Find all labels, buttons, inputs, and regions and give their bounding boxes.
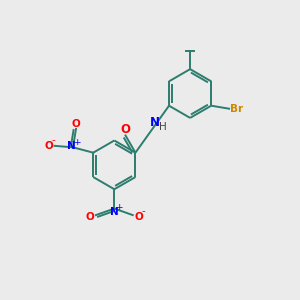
Text: +: + xyxy=(115,202,123,211)
Text: N: N xyxy=(150,116,160,129)
Text: N: N xyxy=(68,140,76,151)
Text: O: O xyxy=(134,212,143,222)
Text: +: + xyxy=(73,138,80,147)
Text: O: O xyxy=(72,118,80,128)
Text: Br: Br xyxy=(230,104,243,114)
Text: O: O xyxy=(45,141,54,151)
Text: -: - xyxy=(52,136,56,146)
Text: -: - xyxy=(141,206,145,217)
Text: O: O xyxy=(120,123,130,136)
Text: N: N xyxy=(110,206,119,217)
Text: O: O xyxy=(85,212,94,222)
Text: H: H xyxy=(159,122,167,132)
